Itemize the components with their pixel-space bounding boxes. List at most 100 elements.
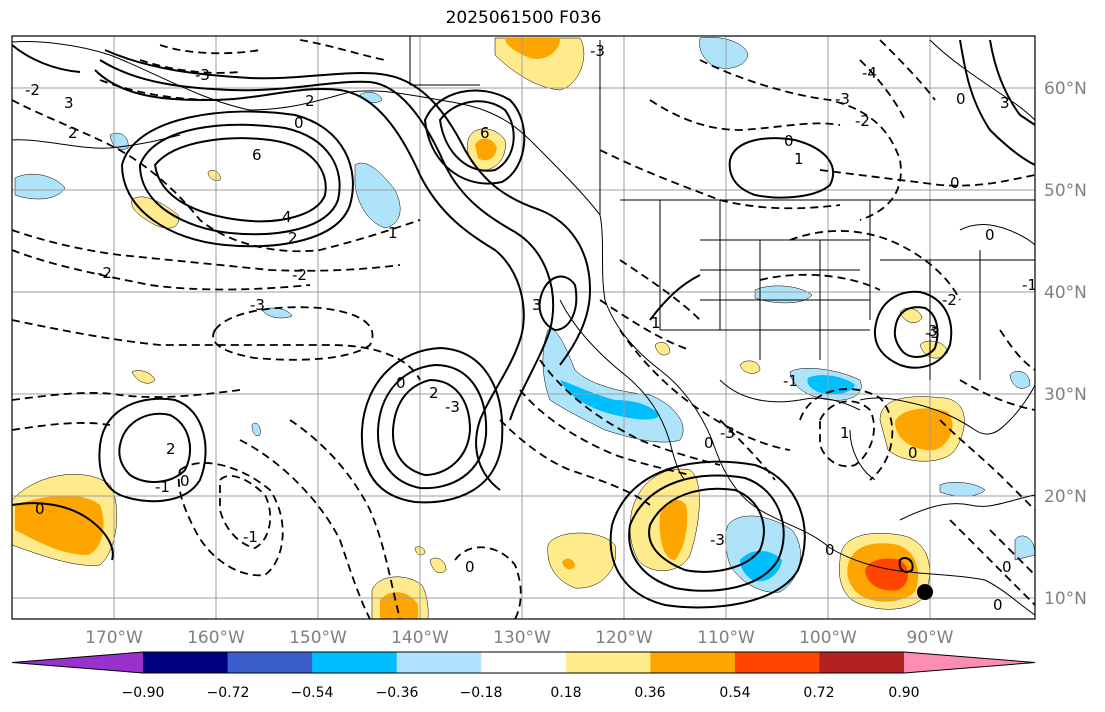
location-marker — [917, 584, 933, 600]
colorbar-tick-label: 0.54 — [719, 685, 750, 701]
colorbar-tick-label: −0.36 — [376, 685, 419, 701]
contour-label: 2 — [288, 229, 298, 247]
contour-label: -3 — [195, 66, 210, 84]
lon-label-130w: 130°W — [493, 628, 551, 648]
lon-label-150w: 150°W — [289, 628, 347, 648]
contour-label: 0 — [985, 226, 995, 244]
colorbar-tick-label: −0.54 — [291, 685, 334, 701]
lon-label-110w: 110°W — [697, 628, 755, 648]
colorbar-extend-high — [904, 652, 1035, 673]
contour-label: 0 — [704, 434, 714, 452]
contour-label: 0 — [993, 596, 1003, 614]
pos-shade-south1-core — [380, 592, 418, 619]
contour-label: 2 — [429, 384, 439, 402]
pos-shade-north-core — [505, 38, 560, 59]
contour-label: 2 — [68, 124, 78, 142]
contour-label: -2 — [942, 291, 957, 309]
contour-label: -1 — [155, 478, 170, 496]
contour-label: 0 — [396, 374, 406, 392]
contour-label: 0 — [825, 541, 835, 559]
contour-label: 2 — [305, 92, 315, 110]
contour-label: -3 — [445, 398, 460, 416]
contour-label: 3 — [1000, 94, 1010, 112]
pos-shade-baja-core — [659, 499, 688, 560]
colorbar — [11, 651, 1036, 674]
colorbar-tick-label: −0.18 — [460, 685, 503, 701]
pos-shade-hawaii-core — [15, 495, 104, 555]
contour-label: -3 — [710, 531, 725, 549]
colorbar-swatch — [481, 652, 567, 673]
colorbar-tick-label: 0.36 — [634, 685, 665, 701]
contour-label: 1 — [794, 150, 804, 168]
colorbar-tick-label: −0.90 — [122, 685, 165, 701]
lon-label-120w: 120°W — [595, 628, 653, 648]
contour-label: 3 — [532, 296, 542, 314]
contour-label: 3 — [928, 322, 938, 340]
map-frame — [11, 35, 1036, 620]
contour-label: 1 — [840, 424, 850, 442]
contour-label: -2 — [25, 81, 40, 99]
neg-shade-top — [699, 37, 749, 69]
contour-label: 0 — [908, 444, 918, 462]
solid-contours — [12, 39, 1035, 609]
lon-label-100w: 100°W — [799, 628, 857, 648]
contour-label: -3 — [250, 296, 265, 314]
colorbar-swatch — [650, 652, 736, 673]
contour-label: 0 — [1002, 558, 1012, 576]
contour-label: -2 — [97, 264, 112, 282]
contour-label: 6 — [480, 124, 490, 142]
colorbar-swatch — [734, 652, 820, 673]
dashed-contours — [12, 39, 1035, 619]
contour-label: -1 — [1022, 276, 1037, 294]
lat-label-50n: 50°N — [1044, 181, 1087, 201]
contour-label: 0 — [784, 132, 794, 150]
colorbar-swatch — [312, 652, 398, 673]
contour-label: -3 — [590, 42, 605, 60]
colorbar-swatch — [396, 652, 482, 673]
contour-label: 0 — [956, 90, 966, 108]
contour-label: -1 — [783, 372, 798, 390]
neg-shade-nw — [354, 162, 401, 229]
colorbar-swatch — [227, 652, 313, 673]
map-content: 6 3 2 -3 -2 0 2 6 -3 -4 -3 3 0 -2 0 1 4 … — [12, 36, 1037, 619]
colorbar-tick-label: 0.72 — [803, 685, 834, 701]
contour-label: -3 — [925, 324, 940, 342]
colorbar-swatch — [143, 652, 229, 673]
contour-label: 4 — [282, 208, 292, 226]
neg-shade-baja-coast-core — [560, 380, 660, 420]
colorbar-tick-label: −0.72 — [207, 685, 250, 701]
contour-label: -4 — [862, 64, 877, 82]
colorbar-swatch — [819, 652, 905, 673]
colorbar-tick-label: 0.18 — [550, 685, 581, 701]
contour-label: -1 — [243, 528, 258, 546]
lat-label-20n: 20°N — [1044, 487, 1087, 507]
pos-shade-w1 — [131, 196, 179, 229]
lon-label-140w: 140°W — [391, 628, 449, 648]
colorbar-tick-label: 0.90 — [888, 685, 919, 701]
lon-label-90w: 90°W — [907, 628, 954, 648]
lat-label-10n: 10°N — [1044, 589, 1087, 609]
contour-label: -3 — [720, 424, 735, 442]
colorbar-outline — [11, 651, 1036, 674]
lon-label-170w: 170°W — [85, 628, 143, 648]
contour-label: 0 — [465, 558, 475, 576]
colorbar-labels: −0.90 −0.72 −0.54 −0.36 −0.18 0.18 0.36 … — [122, 685, 920, 701]
contour-label: 0 — [35, 500, 45, 518]
longitude-labels: 170°W 160°W 150°W 140°W 130°W 120°W 110°… — [85, 628, 954, 648]
contour-label: 0 — [294, 114, 304, 132]
contour-label: 0 — [950, 174, 960, 192]
colorbar-swatch — [565, 652, 651, 673]
pos-shade-small — [131, 170, 761, 573]
contour-label: 0 — [180, 472, 190, 490]
contour-label: 3 — [64, 94, 74, 112]
contour-label: 1 — [651, 314, 661, 332]
latitude-labels: 60°N 50°N 40°N 30°N 20°N 10°N — [1044, 79, 1087, 609]
contour-labels: 6 3 2 -3 -2 0 2 6 -3 -4 -3 3 0 -2 0 1 4 … — [25, 42, 1037, 614]
coastlines — [12, 36, 1035, 616]
lon-label-160w: 160°W — [187, 628, 245, 648]
contour-label: -3 — [835, 90, 850, 108]
pos-shade-south2-dot — [562, 558, 575, 570]
lat-label-60n: 60°N — [1044, 79, 1087, 99]
contour-label: -2 — [292, 266, 307, 284]
